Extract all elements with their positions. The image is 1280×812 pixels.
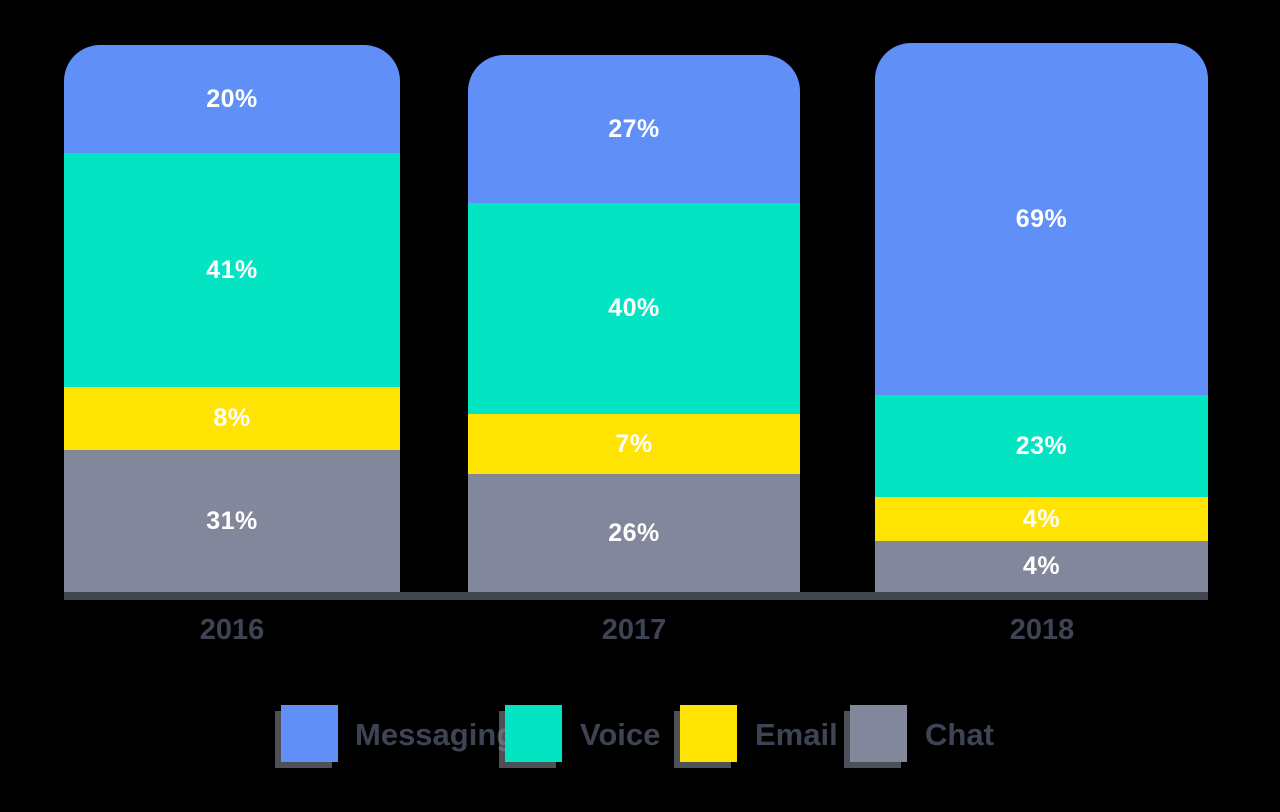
x-axis-label-2017: 2017 [601, 614, 667, 646]
segment-value-label: 4% [1022, 552, 1061, 580]
x-axis-label-2016: 2016 [199, 614, 265, 646]
segment-value-label: 4% [1022, 504, 1061, 533]
segment-voice-2016: 41% [64, 153, 400, 387]
legend-label-messaging: Messaging [355, 717, 516, 752]
segment-value-label: 41% [206, 255, 258, 284]
legend-label-chat: Chat [925, 717, 994, 752]
segment-messaging-2016: 20% [64, 45, 400, 153]
segment-value-label: 8% [213, 404, 251, 432]
x-axis-line [64, 592, 1208, 600]
segment-value-label: 69% [1015, 204, 1068, 233]
segment-chat-2018: 4% [875, 541, 1208, 592]
segment-voice-2017: 40% [468, 203, 800, 414]
segment-chat-2017: 26% [468, 474, 800, 592]
x-axis-label-2018: 2018 [1009, 614, 1075, 646]
segment-value-label: 23% [1015, 431, 1068, 460]
segment-email-2018: 4% [875, 497, 1208, 541]
segment-chat-2016: 31% [64, 450, 400, 592]
bar-2018: 69% 23% 4% 4% [875, 43, 1208, 592]
legend-label-voice: Voice [580, 717, 661, 752]
legend-swatch-messaging [281, 705, 338, 762]
bar-2017: 27% 40% 7% 26% [468, 55, 800, 592]
segment-value-label: 7% [615, 429, 653, 458]
segment-email-2016: 8% [64, 387, 400, 450]
segment-value-label: 40% [608, 294, 660, 322]
segment-email-2017: 7% [468, 414, 800, 474]
segment-voice-2018: 23% [875, 395, 1208, 497]
segment-value-label: 31% [206, 506, 258, 535]
segment-value-label: 27% [608, 114, 660, 143]
segment-messaging-2017: 27% [468, 55, 800, 203]
bar-2016: 20% 41% 8% 31% [64, 45, 400, 592]
legend-swatch-email [680, 705, 737, 762]
segment-value-label: 26% [608, 518, 660, 547]
legend-swatch-voice [505, 705, 562, 762]
legend-label-email: Email [755, 717, 838, 752]
segment-messaging-2018: 69% [875, 43, 1208, 395]
segment-value-label: 20% [206, 84, 258, 113]
legend: Messaging Voice Email Chat [0, 705, 1280, 765]
legend-swatch-chat [850, 705, 907, 762]
